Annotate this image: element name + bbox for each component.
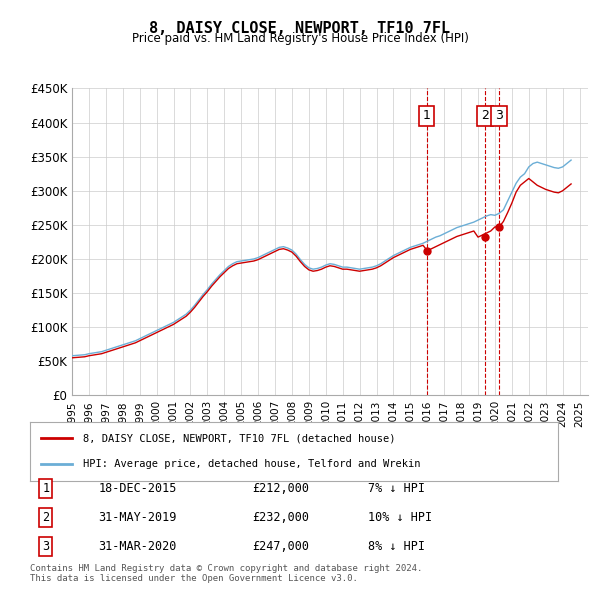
Text: 10% ↓ HPI: 10% ↓ HPI: [368, 511, 432, 524]
Text: 3: 3: [42, 540, 49, 553]
Text: 31-MAY-2019: 31-MAY-2019: [98, 511, 177, 524]
Text: 1: 1: [42, 482, 49, 496]
Text: 8% ↓ HPI: 8% ↓ HPI: [368, 540, 425, 553]
Text: 18-DEC-2015: 18-DEC-2015: [98, 482, 177, 496]
Text: 2: 2: [42, 511, 49, 524]
Text: £247,000: £247,000: [252, 540, 309, 553]
Text: £232,000: £232,000: [252, 511, 309, 524]
Text: HPI: Average price, detached house, Telford and Wrekin: HPI: Average price, detached house, Telf…: [83, 460, 420, 469]
Text: 8, DAISY CLOSE, NEWPORT, TF10 7FL (detached house): 8, DAISY CLOSE, NEWPORT, TF10 7FL (detac…: [83, 434, 395, 443]
Text: 3: 3: [495, 109, 503, 122]
Text: 8, DAISY CLOSE, NEWPORT, TF10 7FL: 8, DAISY CLOSE, NEWPORT, TF10 7FL: [149, 21, 451, 35]
Text: 1: 1: [422, 109, 431, 122]
Text: 2: 2: [481, 109, 489, 122]
Text: 7% ↓ HPI: 7% ↓ HPI: [368, 482, 425, 496]
Text: This data is licensed under the Open Government Licence v3.0.: This data is licensed under the Open Gov…: [30, 573, 358, 582]
Text: Contains HM Land Registry data © Crown copyright and database right 2024.: Contains HM Land Registry data © Crown c…: [30, 564, 422, 573]
Text: 31-MAR-2020: 31-MAR-2020: [98, 540, 177, 553]
Text: £212,000: £212,000: [252, 482, 309, 496]
Text: Price paid vs. HM Land Registry's House Price Index (HPI): Price paid vs. HM Land Registry's House …: [131, 32, 469, 45]
